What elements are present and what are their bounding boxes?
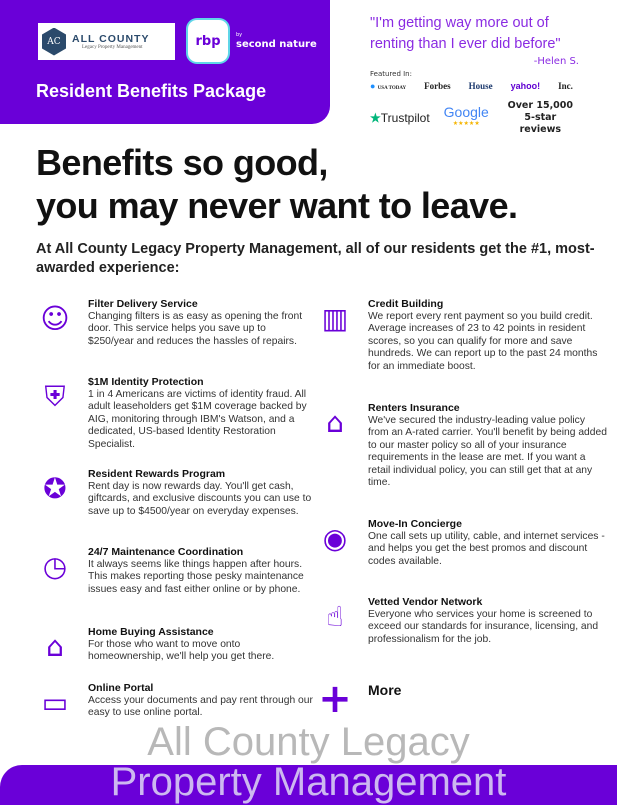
logo-sub: Legacy Property Management xyxy=(82,45,143,50)
benefit-move-in-concierge: ◉ Move-In Concierge One call sets up utili… xyxy=(323,518,608,568)
credit-chart-icon: ▥ xyxy=(321,302,349,335)
partner-by: by xyxy=(236,32,243,38)
trustpilot-logo: ★Trustpilot xyxy=(370,111,430,125)
thumbs-up-icon: ☝ xyxy=(326,600,344,633)
insured-house-icon: ⌂ xyxy=(326,406,344,439)
usa-today-logo: ● USA TODAY xyxy=(370,81,407,91)
footer-band xyxy=(0,765,617,805)
house-sign-icon: ⌂ xyxy=(46,630,64,663)
benefit-home-buying: ⌂ Home Buying Assistance For those who wan… xyxy=(46,626,314,664)
thermostat-icon: ◉ xyxy=(322,522,348,555)
laptop-icon: ▭ xyxy=(41,686,69,719)
benefit-identity-protection: ⛨ $1M Identity Protection 1 in 4 Americans… xyxy=(44,376,314,451)
plus-icon: + xyxy=(318,676,352,722)
partner-name: second nature xyxy=(236,39,317,50)
inc-logo: Inc. xyxy=(558,81,573,91)
yahoo-logo: yahoo! xyxy=(510,81,541,91)
second-nature-logo: by second nature xyxy=(236,30,317,50)
all-county-logo: AC ALL COUNTY Legacy Property Management xyxy=(38,23,175,60)
filter-box-icon: ☺ xyxy=(40,302,70,335)
award-ribbon-icon: ✪ xyxy=(43,472,67,505)
benefit-credit-building: ▥ Credit Building We report every rent pay… xyxy=(322,298,608,373)
benefit-online-portal: ▭ Online Portal Access your documents and … xyxy=(42,682,314,720)
clock-icon: ◷ xyxy=(42,550,68,583)
benefit-rewards: ✪ Resident Rewards Program Rent day is now… xyxy=(43,468,314,518)
google-stars: ★★★★★ xyxy=(452,121,480,127)
press-logos: ● USA TODAY Forbes House yahoo! Inc. xyxy=(370,81,573,91)
id-shield-icon: ⛨ xyxy=(44,380,66,413)
headline: Benefits so good, you may never want to l… xyxy=(36,142,518,226)
google-logo: Google ★★★★★ xyxy=(444,105,489,130)
testimonial-quote: "I'm getting way more out of renting tha… xyxy=(370,15,561,52)
house-logo: House xyxy=(468,81,493,91)
watermark-line-1: All County Legacy xyxy=(147,720,470,764)
testimonial-author: -Helen S. xyxy=(533,56,579,67)
benefit-maintenance: ◷ 24/7 Maintenance Coordination It always … xyxy=(43,546,314,596)
star-icon: ★ xyxy=(370,111,381,125)
logo-name: ALL COUNTY xyxy=(72,33,150,45)
reviews-count: Over 15,000 5-star reviews xyxy=(507,100,574,135)
ac-logo-mark-icon: AC xyxy=(42,27,66,56)
benefit-vetted-vendors: ☝ Vetted Vendor Network Everyone who servi… xyxy=(326,596,608,646)
rbp-logo: rbp xyxy=(188,20,228,62)
review-badges: ★Trustpilot Google ★★★★★ Over 15,000 5-st… xyxy=(370,100,578,136)
benefit-renters-insurance: ⌂ Renters Insurance We've secured the indu… xyxy=(326,402,608,489)
forbes-logo: Forbes xyxy=(424,81,451,91)
benefit-more[interactable]: + More xyxy=(318,678,608,719)
benefit-filter-delivery: ☺ Filter Delivery Service Changing filters… xyxy=(40,298,314,348)
intro-text: At All County Legacy Property Management… xyxy=(36,241,595,276)
package-title: Resident Benefits Package xyxy=(36,81,267,101)
featured-label: Featured In: xyxy=(370,70,412,78)
header-banner: AC ALL COUNTY Legacy Property Management… xyxy=(0,0,330,124)
